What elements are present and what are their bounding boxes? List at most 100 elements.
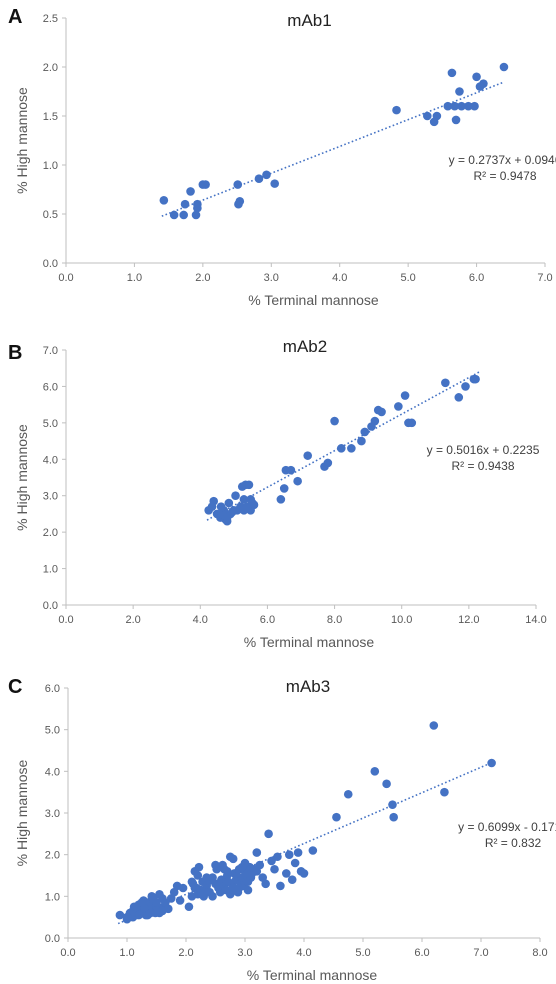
x-tick-label: 0.0	[58, 614, 73, 626]
data-point	[471, 374, 480, 384]
data-point	[343, 789, 353, 799]
data-point	[273, 852, 282, 862]
data-point	[479, 79, 488, 88]
data-point	[234, 883, 244, 893]
panel-letter: C	[8, 676, 23, 698]
data-point	[209, 496, 219, 506]
data-point	[227, 507, 237, 517]
data-point	[143, 910, 152, 920]
x-tick-label: 3.0	[264, 272, 279, 284]
data-point	[407, 418, 417, 428]
y-tick-label: 0.0	[43, 600, 58, 612]
x-tick-label: 4.0	[332, 272, 347, 284]
x-tick-label: 3.0	[237, 947, 252, 959]
y-tick-label: 1.0	[43, 160, 58, 172]
data-point	[224, 498, 234, 508]
data-point	[261, 879, 270, 889]
data-point	[323, 458, 333, 468]
data-point	[187, 877, 197, 887]
x-tick-label: 2.0	[195, 272, 210, 284]
data-point	[134, 910, 144, 920]
panel-letter: B	[8, 342, 23, 364]
x-tick-label: 7.0	[473, 947, 488, 959]
data-point	[155, 908, 164, 918]
chart-title: mAb2	[283, 337, 327, 356]
data-point	[332, 812, 341, 822]
x-tick-label: 7.0	[537, 272, 552, 284]
y-tick-label: 2.0	[43, 62, 58, 74]
data-point	[159, 195, 169, 205]
r-squared-label: R² = 0.9438	[451, 459, 514, 473]
data-point	[222, 513, 232, 522]
trendline-equation: y = 0.5016x + 0.2235	[427, 443, 540, 457]
panel-b: B 0.0 1.0 2.0 3.0 4.0 5.0 6.0 7.0 0.0 2.0 4.0 6.0 8.…	[0, 330, 556, 660]
data-point	[264, 829, 273, 839]
data-point	[388, 800, 397, 809]
data-point	[169, 210, 179, 220]
data-point	[194, 862, 204, 872]
y-tick-label: 0.0	[45, 933, 60, 945]
data-point	[454, 393, 464, 402]
y-tick-label: 1.5	[43, 111, 58, 123]
data-point	[394, 402, 403, 411]
data-point	[225, 889, 235, 899]
y-tick-label: 2.5	[43, 13, 58, 25]
trendline	[161, 81, 505, 217]
panel-a: A 0.0 0.5 1.0 1.5 2.0 2.5 0.0 1.0 2.0 3.0 4.0 5.0 6.…	[0, 0, 556, 320]
x-tick-label: 4.0	[296, 947, 311, 959]
data-point	[370, 767, 380, 776]
y-tick-label: 5.0	[45, 725, 60, 737]
data-point	[377, 407, 386, 417]
data-point	[447, 68, 457, 78]
data-point	[360, 427, 370, 437]
data-point	[308, 846, 318, 855]
data-point	[270, 864, 279, 874]
data-point	[115, 910, 125, 920]
data-point	[440, 787, 449, 797]
data-point	[231, 491, 240, 501]
data-point	[470, 101, 479, 111]
data-point	[286, 465, 296, 475]
data-point	[461, 382, 470, 391]
x-axis-label: % Terminal mannose	[248, 292, 379, 308]
x-axis-label: % Terminal mannose	[247, 967, 378, 983]
trendline	[117, 761, 494, 925]
data-point	[293, 848, 303, 857]
y-axis-label: % High mannose	[14, 87, 30, 194]
data-point	[441, 378, 450, 388]
x-tick-label: 2.0	[178, 947, 193, 959]
data-point	[382, 779, 391, 789]
data-point	[451, 115, 461, 125]
x-tick-label: 6.0	[414, 947, 429, 959]
data-point	[429, 721, 439, 730]
data-point	[235, 196, 245, 206]
y-tick-label: 4.0	[45, 766, 60, 778]
data-point	[233, 180, 243, 189]
data-point	[455, 87, 464, 96]
y-tick-label: 1.0	[45, 891, 60, 903]
data-point	[211, 860, 220, 870]
x-tick-label: 6.0	[260, 614, 275, 626]
data-point	[244, 480, 254, 490]
y-tick-label: 5.0	[43, 418, 58, 430]
x-tick-label: 5.0	[400, 272, 415, 284]
data-point	[347, 444, 356, 453]
data-point	[191, 210, 201, 220]
data-point	[389, 812, 398, 822]
data-point	[242, 504, 252, 513]
x-tick-label: 14.0	[525, 614, 546, 626]
data-point	[220, 864, 229, 874]
y-tick-label: 2.0	[45, 850, 60, 862]
data-point	[201, 180, 210, 189]
data-point	[239, 495, 249, 504]
data-point	[237, 862, 247, 872]
data-point	[303, 451, 313, 460]
y-tick-label: 0.0	[43, 258, 58, 270]
y-axis-label: % High mannose	[14, 424, 30, 531]
data-point	[214, 879, 223, 889]
x-tick-label: 10.0	[391, 614, 412, 626]
x-tick-label: 1.0	[119, 947, 134, 959]
r-squared-label: R² = 0.832	[485, 836, 542, 850]
data-point	[400, 391, 410, 400]
x-tick-label: 4.0	[193, 614, 208, 626]
